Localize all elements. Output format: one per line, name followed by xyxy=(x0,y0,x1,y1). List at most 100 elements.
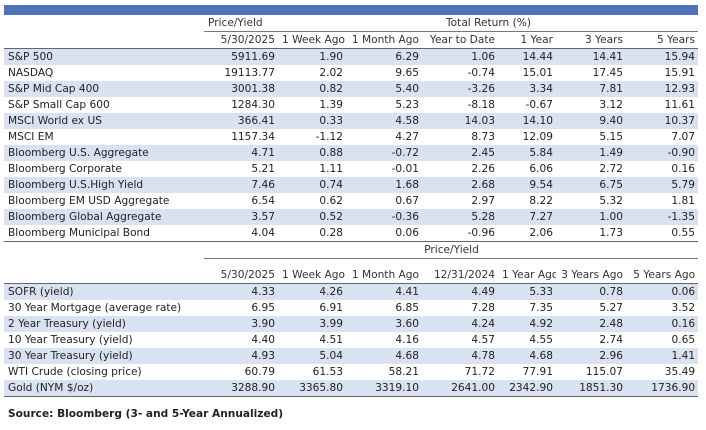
source-note: Source: Bloomberg (3- and 5-Year Annuali… xyxy=(8,408,284,420)
table-cell: 0.28 xyxy=(278,225,346,242)
table-cell: 1.06 xyxy=(422,48,498,65)
table-cell: -0.67 xyxy=(498,97,556,113)
table-cell: 5.04 xyxy=(278,348,346,364)
table-row: 30 Year Mortgage (average rate) 6.95 6.91 6… xyxy=(4,300,699,316)
table-cell: -8.18 xyxy=(422,97,498,113)
rates-column-header: 3 Years Ago xyxy=(561,269,623,281)
table-cell: 115.07 xyxy=(556,364,626,380)
rates-column-header: 12/31/2024 xyxy=(433,269,495,281)
table-row: S&P Small Cap 600 1284.30 1.39 5.23 -8.18 -0.… xyxy=(4,97,698,113)
table-cell: 8.22 xyxy=(498,193,556,209)
table-cell: 1.68 xyxy=(346,177,422,193)
returns-column-header: 5/30/2025 xyxy=(220,34,275,46)
table-cell: 3.34 xyxy=(498,81,556,97)
table-cell: 12.09 xyxy=(498,129,556,145)
row-label: S&P Mid Cap 400 xyxy=(4,81,204,97)
table-cell: 2.74 xyxy=(556,332,626,348)
table-cell: 7.07 xyxy=(626,129,698,145)
table-cell: 12.93 xyxy=(626,81,698,97)
table-cell: 0.74 xyxy=(278,177,346,193)
table-cell: -0.36 xyxy=(346,209,422,225)
table-cell: 4.26 xyxy=(278,283,346,300)
row-label: Bloomberg Corporate xyxy=(4,161,204,177)
rates-column-header: 1 Year Ago xyxy=(502,269,556,281)
table-cell: 6.54 xyxy=(204,193,278,209)
table-cell: 7.35 xyxy=(498,300,556,316)
row-label: NASDAQ xyxy=(4,65,204,81)
row-label: 10 Year Treasury (yield) xyxy=(4,332,204,348)
table-cell: 17.45 xyxy=(556,65,626,81)
table-cell: 11.61 xyxy=(626,97,698,113)
table-cell: 2641.00 xyxy=(422,380,498,397)
table-cell: 15.94 xyxy=(626,48,698,65)
table-cell: 4.68 xyxy=(346,348,422,364)
table-cell: 10.37 xyxy=(626,113,698,129)
table-cell: 0.06 xyxy=(346,225,422,242)
table-cell: 35.49 xyxy=(626,364,699,380)
table-cell: 3288.90 xyxy=(204,380,278,397)
table-cell: 3001.38 xyxy=(204,81,278,97)
row-label: Bloomberg EM USD Aggregate xyxy=(4,193,204,209)
table-cell: 4.58 xyxy=(346,113,422,129)
table-cell: 14.44 xyxy=(498,48,556,65)
table-cell: 3.12 xyxy=(556,97,626,113)
table-cell: 61.53 xyxy=(278,364,346,380)
table-cell: 2.26 xyxy=(422,161,498,177)
table-cell: -0.72 xyxy=(346,145,422,161)
table-cell: 0.82 xyxy=(278,81,346,97)
table-cell: 5.40 xyxy=(346,81,422,97)
table-cell: 77.91 xyxy=(498,364,556,380)
table-cell: 0.16 xyxy=(626,161,698,177)
table-cell: 5.15 xyxy=(556,129,626,145)
table-row: NASDAQ 19113.77 2.02 9.65 -0.74 15.01 17.45 15.… xyxy=(4,65,698,81)
table-cell: 2342.90 xyxy=(498,380,556,397)
table-cell: 0.33 xyxy=(278,113,346,129)
table-cell: 4.55 xyxy=(498,332,556,348)
table-row: Bloomberg EM USD Aggregate 6.54 0.62 0.67 2.… xyxy=(4,193,698,209)
table-cell: 1.90 xyxy=(278,48,346,65)
table-row: Bloomberg U.S.High Yield 7.46 0.74 1.68 2.68… xyxy=(4,177,698,193)
table-cell: 5.84 xyxy=(498,145,556,161)
table-cell: -3.26 xyxy=(422,81,498,97)
table-cell: 3.99 xyxy=(278,316,346,332)
table-row: 10 Year Treasury (yield) 4.40 4.51 4.16 4.57… xyxy=(4,332,699,348)
row-label: S&P 500 xyxy=(4,48,204,65)
table-cell: 1851.30 xyxy=(556,380,626,397)
table-cell: 4.04 xyxy=(204,225,278,242)
table-cell: 4.92 xyxy=(498,316,556,332)
table-cell: 4.16 xyxy=(346,332,422,348)
returns-column-header: 1 Year xyxy=(520,34,553,46)
table-cell: 5.23 xyxy=(346,97,422,113)
table-cell: 366.41 xyxy=(204,113,278,129)
table-cell: 58.21 xyxy=(346,364,422,380)
row-label: 30 Year Mortgage (average rate) xyxy=(4,300,204,316)
returns-column-header: Year to Date xyxy=(429,34,495,46)
table-cell: 7.81 xyxy=(556,81,626,97)
table-cell: -1.35 xyxy=(626,209,698,225)
table-cell: -0.01 xyxy=(346,161,422,177)
table-cell: 3319.10 xyxy=(346,380,422,397)
table-cell: 2.68 xyxy=(422,177,498,193)
table-cell: 4.40 xyxy=(204,332,278,348)
table-cell: 2.02 xyxy=(278,65,346,81)
table-cell: 15.01 xyxy=(498,65,556,81)
table-cell: 5.33 xyxy=(498,283,556,300)
table-row: MSCI EM 1157.34 -1.12 4.27 8.73 12.09 5.15 7.07 xyxy=(4,129,698,145)
table-cell: 0.16 xyxy=(626,316,699,332)
row-label: Bloomberg Municipal Bond xyxy=(4,225,204,242)
row-label: Gold (NYM $/oz) xyxy=(4,380,204,397)
table-row: 2 Year Treasury (yield) 3.90 3.99 3.60 4.24 4… xyxy=(4,316,699,332)
table-cell: 1157.34 xyxy=(204,129,278,145)
table-cell: -0.74 xyxy=(422,65,498,81)
table-cell: 4.78 xyxy=(422,348,498,364)
table-cell: 4.27 xyxy=(346,129,422,145)
table-cell: 19113.77 xyxy=(204,65,278,81)
table-cell: 5.27 xyxy=(556,300,626,316)
table-cell: -0.90 xyxy=(626,145,698,161)
table-cell: 3.57 xyxy=(204,209,278,225)
row-label: 30 Year Treasury (yield) xyxy=(4,348,204,364)
table-cell: 5.28 xyxy=(422,209,498,225)
table-cell: 2.48 xyxy=(556,316,626,332)
table-cell: 8.73 xyxy=(422,129,498,145)
table-row: S&P Mid Cap 400 3001.38 0.82 5.40 -3.26 3.34 7… xyxy=(4,81,698,97)
